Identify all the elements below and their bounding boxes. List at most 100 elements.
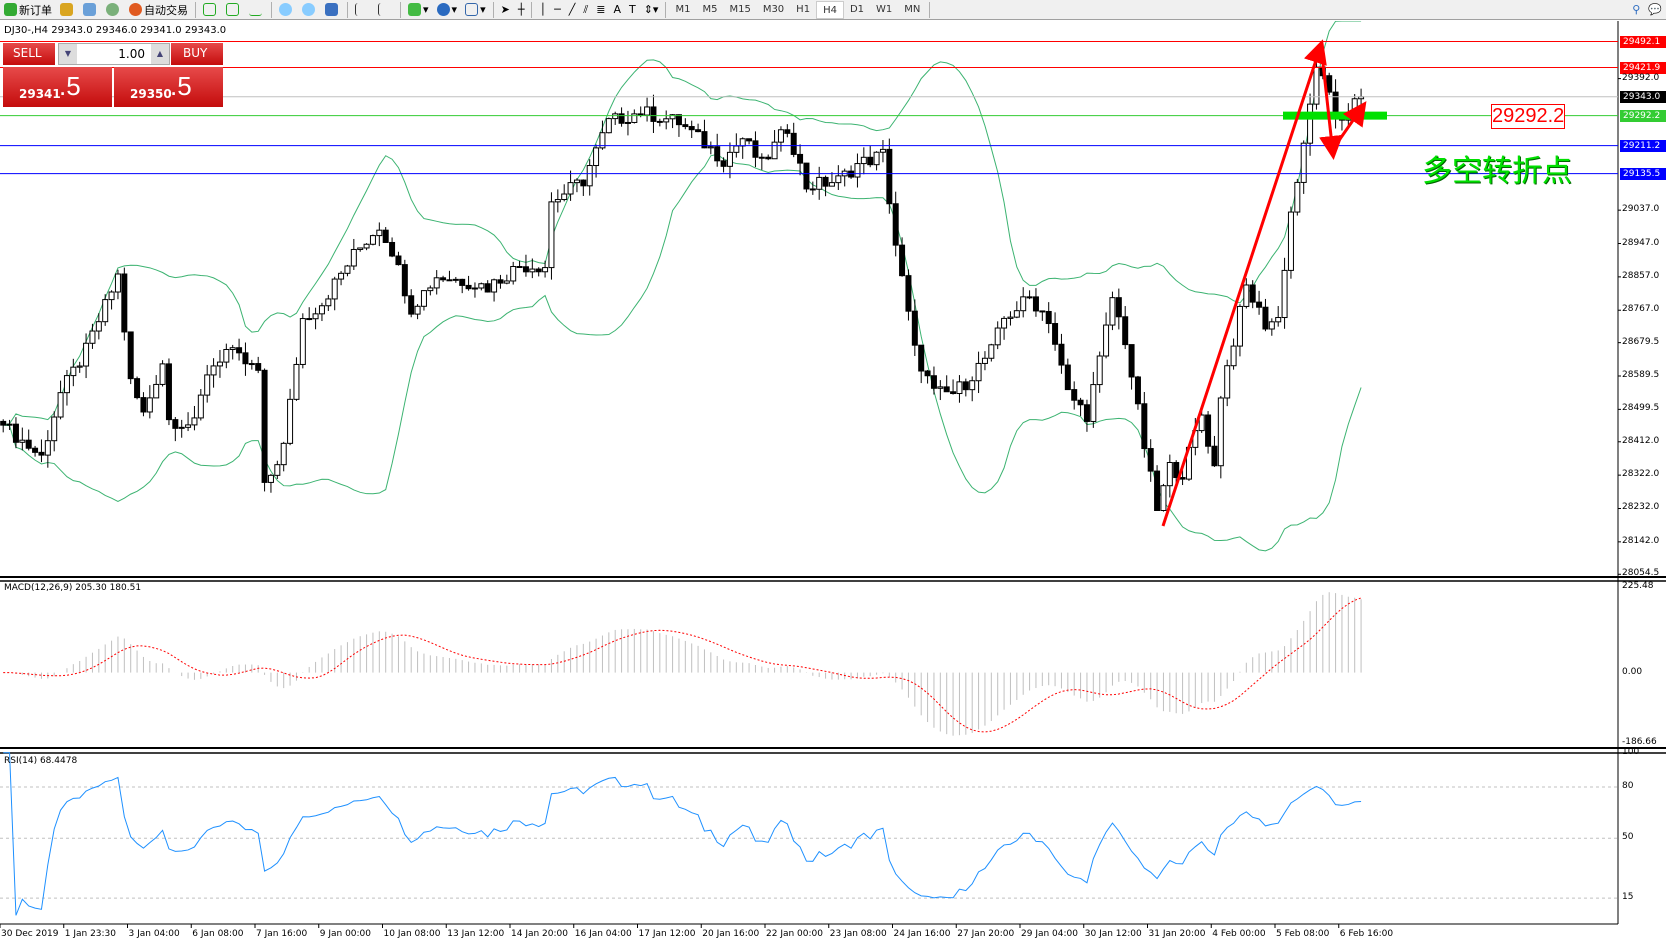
- divider: [271, 1, 272, 18]
- bear-candle-body: [134, 378, 141, 399]
- candle: [344, 264, 351, 277]
- vertical-line-icon: │: [539, 3, 547, 16]
- vertical-line-button[interactable]: │: [535, 1, 550, 19]
- sell-button[interactable]: SELL: [3, 43, 55, 65]
- candle-chart-button[interactable]: [222, 1, 245, 19]
- bull-candle-body: [733, 145, 740, 153]
- bear-candle-body: [165, 363, 172, 421]
- tile-windows-button[interactable]: [321, 1, 344, 19]
- autoscroll-button[interactable]: [351, 1, 374, 19]
- candle: [153, 375, 160, 399]
- bear-candle-body: [1071, 389, 1078, 401]
- trend-arrow: [1331, 101, 1367, 150]
- lots-input[interactable]: ▼ 1.00 ▲: [58, 43, 170, 65]
- candle: [930, 366, 937, 395]
- zoom-out-button[interactable]: [298, 1, 321, 19]
- candle: [624, 110, 631, 136]
- horizontal-line-button[interactable]: ─: [550, 1, 565, 19]
- zoom-in-button[interactable]: [275, 1, 298, 19]
- bull-candle-body: [108, 291, 115, 301]
- candle: [771, 130, 778, 160]
- timeframe-d1[interactable]: D1: [849, 3, 865, 15]
- sell-price-button[interactable]: 29341 .5: [3, 67, 112, 107]
- periods-button[interactable]: ▾: [433, 1, 462, 19]
- candle: [0, 419, 7, 433]
- lots-decrease-button[interactable]: ▼: [59, 44, 77, 64]
- trendline-button[interactable]: ╱: [565, 1, 580, 19]
- bull-candle-body: [420, 290, 427, 307]
- timeframe-m5[interactable]: M5: [702, 3, 718, 15]
- bull-candle-body: [344, 265, 351, 274]
- bear-candle-body: [465, 284, 472, 290]
- arrows-button[interactable]: ⇕▾: [640, 1, 663, 19]
- new-order-button[interactable]: 新订单: [0, 1, 56, 19]
- chat-button[interactable]: 💬: [1644, 1, 1666, 19]
- bear-candle-body: [803, 162, 810, 190]
- text-button[interactable]: A: [609, 1, 625, 19]
- pivot-level-label[interactable]: 29292.2: [1491, 104, 1565, 129]
- candle: [650, 94, 657, 133]
- candle: [1211, 435, 1218, 467]
- indicators-button[interactable]: ▾: [404, 1, 433, 19]
- chart-canvas[interactable]: [0, 21, 1666, 943]
- candle: [159, 360, 166, 387]
- channel-button[interactable]: ⫽: [579, 1, 592, 19]
- auto-trading-button[interactable]: 自动交易: [125, 1, 192, 19]
- timeframe-m1[interactable]: M1: [675, 3, 691, 15]
- pivot-note-text[interactable]: 多空转折点: [1422, 154, 1572, 189]
- candle: [178, 419, 185, 438]
- toolbar: 新订单 自动交易 ▾ ▾ ▾ ➤ ┼ │ ─ ╱ ⫽ ≣ A T ⇕▾ M1 M5…: [0, 0, 1666, 20]
- bull-candle-body: [1090, 384, 1097, 422]
- macd-tick-label: 0.00: [1622, 666, 1643, 677]
- price-tag: 29421.9: [1620, 61, 1666, 74]
- clock-icon: [436, 3, 450, 16]
- bear-candle-body: [950, 391, 957, 395]
- price-tick-label: 28767.0: [1622, 304, 1660, 315]
- signals-button[interactable]: [102, 1, 125, 19]
- divider: [347, 1, 348, 18]
- candle: [988, 343, 995, 362]
- bear-candle-body: [1141, 403, 1148, 450]
- candle: [682, 118, 689, 130]
- timeframe-w1[interactable]: W1: [876, 3, 893, 15]
- timeframe-m15[interactable]: M15: [729, 3, 751, 15]
- bull-candle-body: [204, 374, 211, 396]
- templates-button[interactable]: ▾: [461, 1, 490, 19]
- bull-candle-body: [542, 267, 549, 273]
- bull-candle-body: [1275, 317, 1282, 323]
- timeframe-h4[interactable]: H4: [816, 0, 844, 19]
- timeframe-mn[interactable]: MN: [904, 3, 921, 15]
- candle: [707, 141, 714, 155]
- fibonacci-button[interactable]: ≣: [592, 1, 609, 19]
- bull-candle-body: [1230, 345, 1237, 367]
- candle: [408, 289, 415, 318]
- buy-price-button[interactable]: 29350 .5: [114, 67, 223, 107]
- label-button[interactable]: T: [625, 1, 640, 19]
- bear-candle-body: [535, 268, 542, 273]
- bull-candle-body: [293, 363, 300, 400]
- bar-chart-button[interactable]: [199, 1, 222, 19]
- bull-candle-body: [1243, 284, 1250, 307]
- chart-shift-button[interactable]: [374, 1, 397, 19]
- buy-button[interactable]: BUY: [171, 43, 223, 65]
- line-chart-button[interactable]: [245, 1, 268, 19]
- timeframe-m30[interactable]: M30: [762, 3, 785, 15]
- bull-candle-body: [1313, 66, 1320, 105]
- history-button[interactable]: [56, 1, 79, 19]
- terminal-button[interactable]: [79, 1, 102, 19]
- auto-trading-icon: [129, 3, 142, 16]
- crosshair-button[interactable]: ┼: [514, 1, 529, 19]
- bull-candle-body: [663, 118, 670, 123]
- bull-candle-body: [854, 163, 861, 178]
- bull-candle-body: [471, 287, 478, 290]
- search-button[interactable]: ⚲: [1628, 1, 1644, 19]
- lots-increase-button[interactable]: ▲: [151, 44, 169, 64]
- bear-candle-body: [1032, 296, 1039, 312]
- bull-candle-body: [529, 268, 536, 273]
- cursor-button[interactable]: ➤: [497, 1, 514, 19]
- bull-candle-body: [937, 386, 944, 389]
- bull-candle-body: [83, 342, 90, 367]
- timeframe-h1[interactable]: H1: [796, 3, 811, 15]
- bull-candle-body: [491, 279, 498, 293]
- search-icon: ⚲: [1632, 3, 1641, 16]
